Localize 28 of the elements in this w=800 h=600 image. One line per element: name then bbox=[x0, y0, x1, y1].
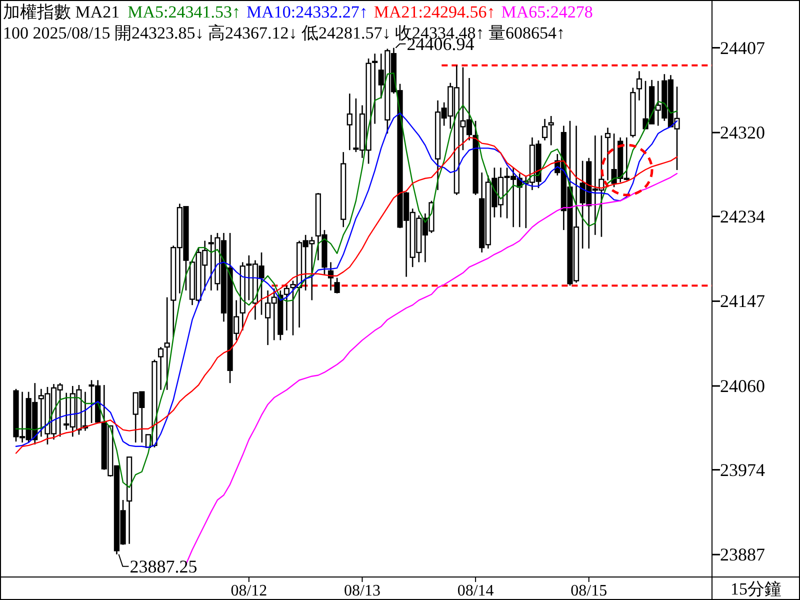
candlestick bbox=[164, 296, 170, 391]
candlestick bbox=[158, 346, 164, 391]
x-tick-label: 08/13 bbox=[344, 582, 380, 600]
y-tick-label: 24060 bbox=[720, 376, 765, 396]
candlestick bbox=[372, 52, 378, 124]
y-tick-label: 23887 bbox=[720, 544, 765, 565]
chart-title: 加權指數 MA21 bbox=[3, 2, 120, 22]
candlestick bbox=[340, 151, 346, 228]
x-axis-title: 15分鐘 bbox=[730, 580, 782, 598]
candlestick bbox=[604, 127, 611, 181]
text: MA21:24294.56↑ bbox=[374, 2, 496, 22]
x-tick-label: 08/15 bbox=[570, 582, 608, 600]
y-tick-label: 24147 bbox=[720, 291, 765, 312]
candlestick bbox=[542, 118, 548, 142]
line-series bbox=[15, 72, 678, 488]
y-tick-label: 23974 bbox=[720, 460, 765, 480]
text: MA65:24278 bbox=[501, 2, 593, 22]
candlestick bbox=[240, 262, 246, 332]
candlestick bbox=[636, 70, 642, 102]
x-tick-label: 08/12 bbox=[230, 582, 268, 600]
text: MA10:24332.27↑ bbox=[246, 2, 368, 22]
y-tick-label: 24320 bbox=[720, 122, 765, 143]
x-tick-label: 08/14 bbox=[457, 582, 494, 600]
candlestick bbox=[346, 92, 352, 151]
y-tick-label: 24407 bbox=[720, 38, 765, 58]
text: MA5:24341.53↑ bbox=[128, 2, 241, 22]
annotation: 23887.25 bbox=[130, 556, 198, 576]
y-tick-label: 24234 bbox=[720, 206, 765, 226]
